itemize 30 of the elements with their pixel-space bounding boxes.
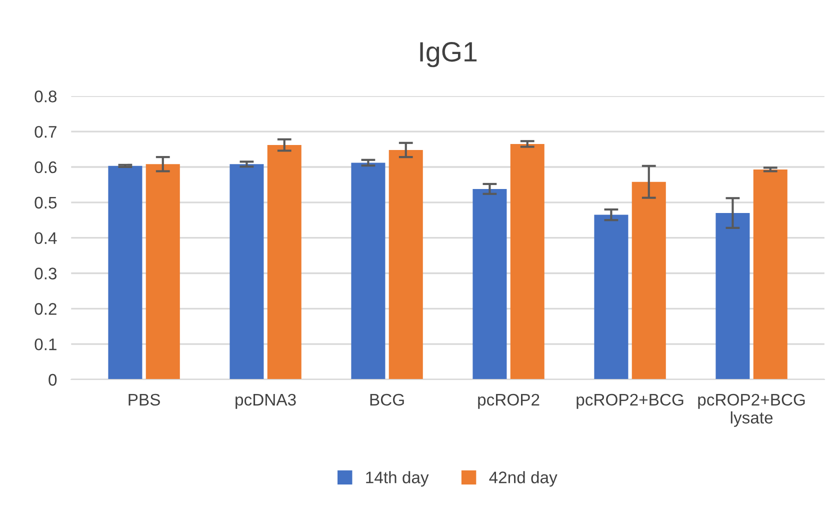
- y-tick-label: 0.8: [34, 90, 57, 102]
- y-tick-label: 0.7: [34, 126, 56, 138]
- legend-label: 42nd day: [489, 471, 558, 487]
- legend-label: 14th day: [366, 471, 429, 487]
- x-tick-label: pcROP2: [478, 394, 540, 409]
- y-tick-label: 0.2: [34, 303, 56, 315]
- x-tick-label: BCG: [370, 394, 404, 406]
- y-tick-label: 0.1: [34, 338, 56, 350]
- bar: [594, 214, 628, 380]
- bar: [716, 213, 750, 380]
- bar: [267, 145, 302, 380]
- bar: [108, 166, 142, 380]
- chart-title: IgG1: [420, 42, 477, 68]
- bar: [753, 169, 788, 380]
- bar: [146, 164, 180, 380]
- bar: [388, 150, 423, 380]
- y-tick-label: 0.3: [34, 268, 57, 280]
- x-tick-label: PBS: [128, 394, 160, 406]
- bar: [472, 188, 507, 380]
- y-tick-label: 0.4: [34, 232, 57, 244]
- bar: [632, 182, 666, 380]
- bar: [351, 162, 386, 380]
- x-tick-label: pcROP2+BCG lysate: [698, 394, 805, 427]
- x-tick-label: pcROP2+BCG: [576, 394, 684, 409]
- bar: [230, 164, 264, 380]
- y-tick-label: 0.5: [34, 196, 57, 209]
- y-tick-label: 0.6: [34, 161, 57, 174]
- bar: [510, 144, 544, 380]
- x-tick-label: pcDNA3: [236, 394, 296, 409]
- y-tick-label: 0: [48, 374, 57, 386]
